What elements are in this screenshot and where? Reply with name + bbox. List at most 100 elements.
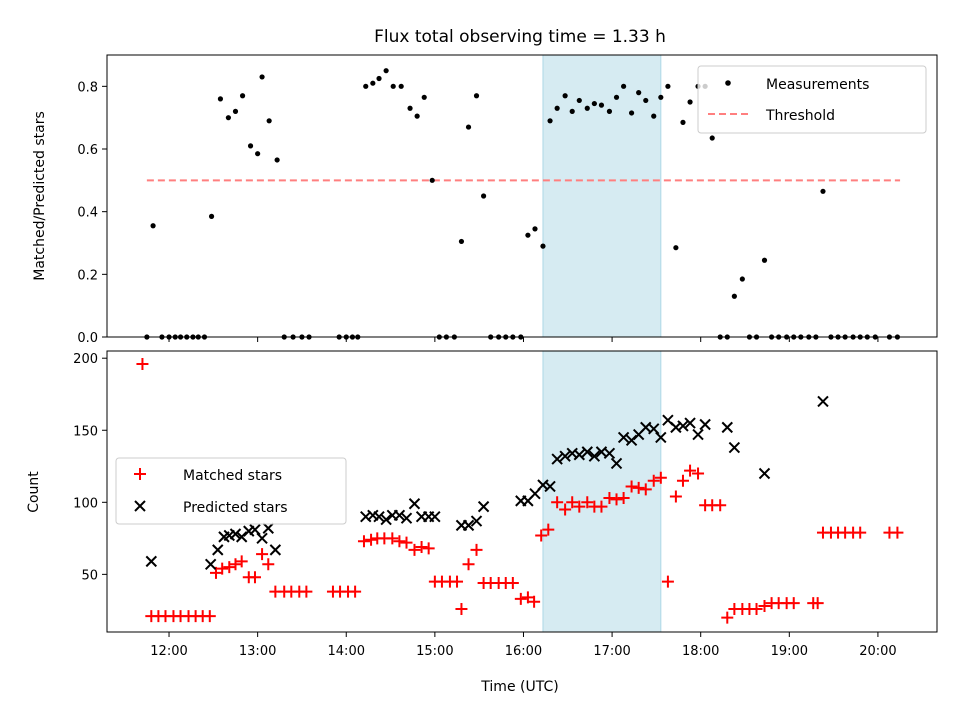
measurement-point [376, 75, 382, 82]
measurement-point [232, 108, 239, 114]
bottom-y-tick-label: 50 [81, 568, 98, 583]
measurement-point [465, 124, 472, 130]
predicted-stars-series [145, 395, 829, 570]
top-y-tick-label: 0.4 [77, 206, 98, 221]
matched-star-point [854, 526, 867, 539]
measurement-point [731, 293, 737, 299]
predicted-star-point [581, 446, 593, 458]
matched-stars-series [136, 357, 904, 624]
top-y-ticks: 0.0 0.2 0.4 0.6 0.8 [77, 80, 107, 346]
measurement-point [150, 223, 156, 229]
matched-star-point [229, 558, 242, 571]
predicted-star-point [573, 449, 586, 461]
bottom-x-tick-label: 18:00 [682, 644, 719, 659]
bottom-y-axis-label: Count [26, 471, 42, 513]
predicted-star-point [380, 513, 392, 526]
legend-matched-marker [134, 468, 146, 480]
measurement-point [525, 232, 531, 238]
measurement-point [636, 90, 642, 96]
measurement-point [239, 93, 246, 99]
bottom-x-tick-label: 12:00 [150, 644, 187, 659]
matched-star-point [811, 597, 824, 610]
top-y-tick-label: 0.0 [77, 331, 98, 346]
bottom-x-tick-label: 14:00 [328, 644, 365, 659]
matched-star-point [684, 464, 697, 477]
matched-star-point [262, 558, 275, 571]
matched-star-point [559, 503, 572, 516]
matched-star-point [581, 496, 594, 509]
legend-predicted-marker [134, 500, 146, 512]
measurement-point [370, 80, 376, 86]
measurement-point [621, 83, 627, 89]
legend-predicted-label: Predicted stars [183, 500, 288, 516]
measurement-point [820, 188, 826, 194]
measurement-point [481, 193, 487, 199]
matched-star-point [256, 548, 269, 561]
measurement-point [390, 83, 396, 89]
measurement-point [217, 96, 224, 102]
matched-star-point [669, 490, 682, 503]
predicted-star-point [256, 532, 268, 545]
top-x-ticks [168, 337, 879, 342]
matched-star-point [891, 526, 904, 539]
measurement-point [584, 105, 590, 111]
measurement-point [414, 113, 420, 119]
matched-star-point [223, 561, 236, 574]
bottom-y-tick-label: 200 [73, 352, 98, 367]
matched-star-point [451, 575, 464, 588]
bottom-x-tick-label: 16:00 [505, 644, 542, 659]
predicted-star-point [758, 467, 771, 480]
predicted-star-point [617, 431, 630, 444]
matched-star-point [462, 558, 475, 571]
measurement-point [709, 135, 715, 141]
matched-star-point [692, 467, 705, 480]
matched-star-point [506, 577, 519, 590]
predicted-star-point [145, 555, 158, 568]
matched-star-point [551, 496, 564, 509]
predicted-star-point [373, 511, 385, 523]
matched-star-point [573, 500, 586, 513]
predicted-star-point [588, 450, 601, 462]
predicted-star-point [400, 512, 413, 524]
predicted-star-point [470, 515, 483, 527]
x-axis-label: Time (UTC) [480, 679, 558, 695]
measurement-point [407, 105, 413, 111]
measurement-point [651, 113, 657, 119]
matched-star-point [408, 543, 421, 556]
bottom-x-tick-label: 17:00 [593, 644, 630, 659]
top-y-tick-label: 0.6 [77, 143, 98, 158]
bottom-x-tick-label: 20:00 [859, 644, 896, 659]
matched-star-point [136, 357, 149, 370]
predicted-star-point [699, 418, 711, 431]
legend-matched-label: Matched stars [183, 468, 282, 484]
predicted-star-point [204, 558, 217, 570]
matched-star-point [787, 597, 800, 610]
top-shaded-region [542, 54, 662, 338]
predicted-star-point [462, 519, 475, 532]
legend-measurements-label: Measurements [766, 77, 869, 93]
predicted-star-point [229, 528, 242, 540]
predicted-star-point [262, 522, 274, 534]
matched-star-point [661, 575, 674, 588]
measurement-point [739, 276, 745, 282]
top-y-tick-label: 0.8 [77, 80, 98, 95]
predicted-star-point [648, 423, 660, 435]
chart-title: Flux total observing time = 1.33 h [374, 27, 666, 47]
measurement-point [532, 226, 538, 232]
top-y-axis-label: Matched/Predicted stars [32, 111, 48, 281]
matched-star-point [400, 536, 413, 549]
matched-star-point [300, 585, 313, 598]
measurement-point [208, 213, 215, 219]
matched-star-point [714, 499, 727, 512]
matched-star-point [542, 523, 555, 536]
measurement-point [274, 157, 280, 163]
measurement-point [547, 118, 553, 124]
bottom-axes-frame [106, 350, 938, 633]
matched-star-point [528, 595, 541, 608]
matched-star-point [203, 610, 216, 623]
legend-measurements-marker [725, 80, 731, 86]
measurement-point [540, 243, 546, 249]
predicted-star-point [477, 500, 490, 513]
matched-star-point [216, 562, 229, 575]
